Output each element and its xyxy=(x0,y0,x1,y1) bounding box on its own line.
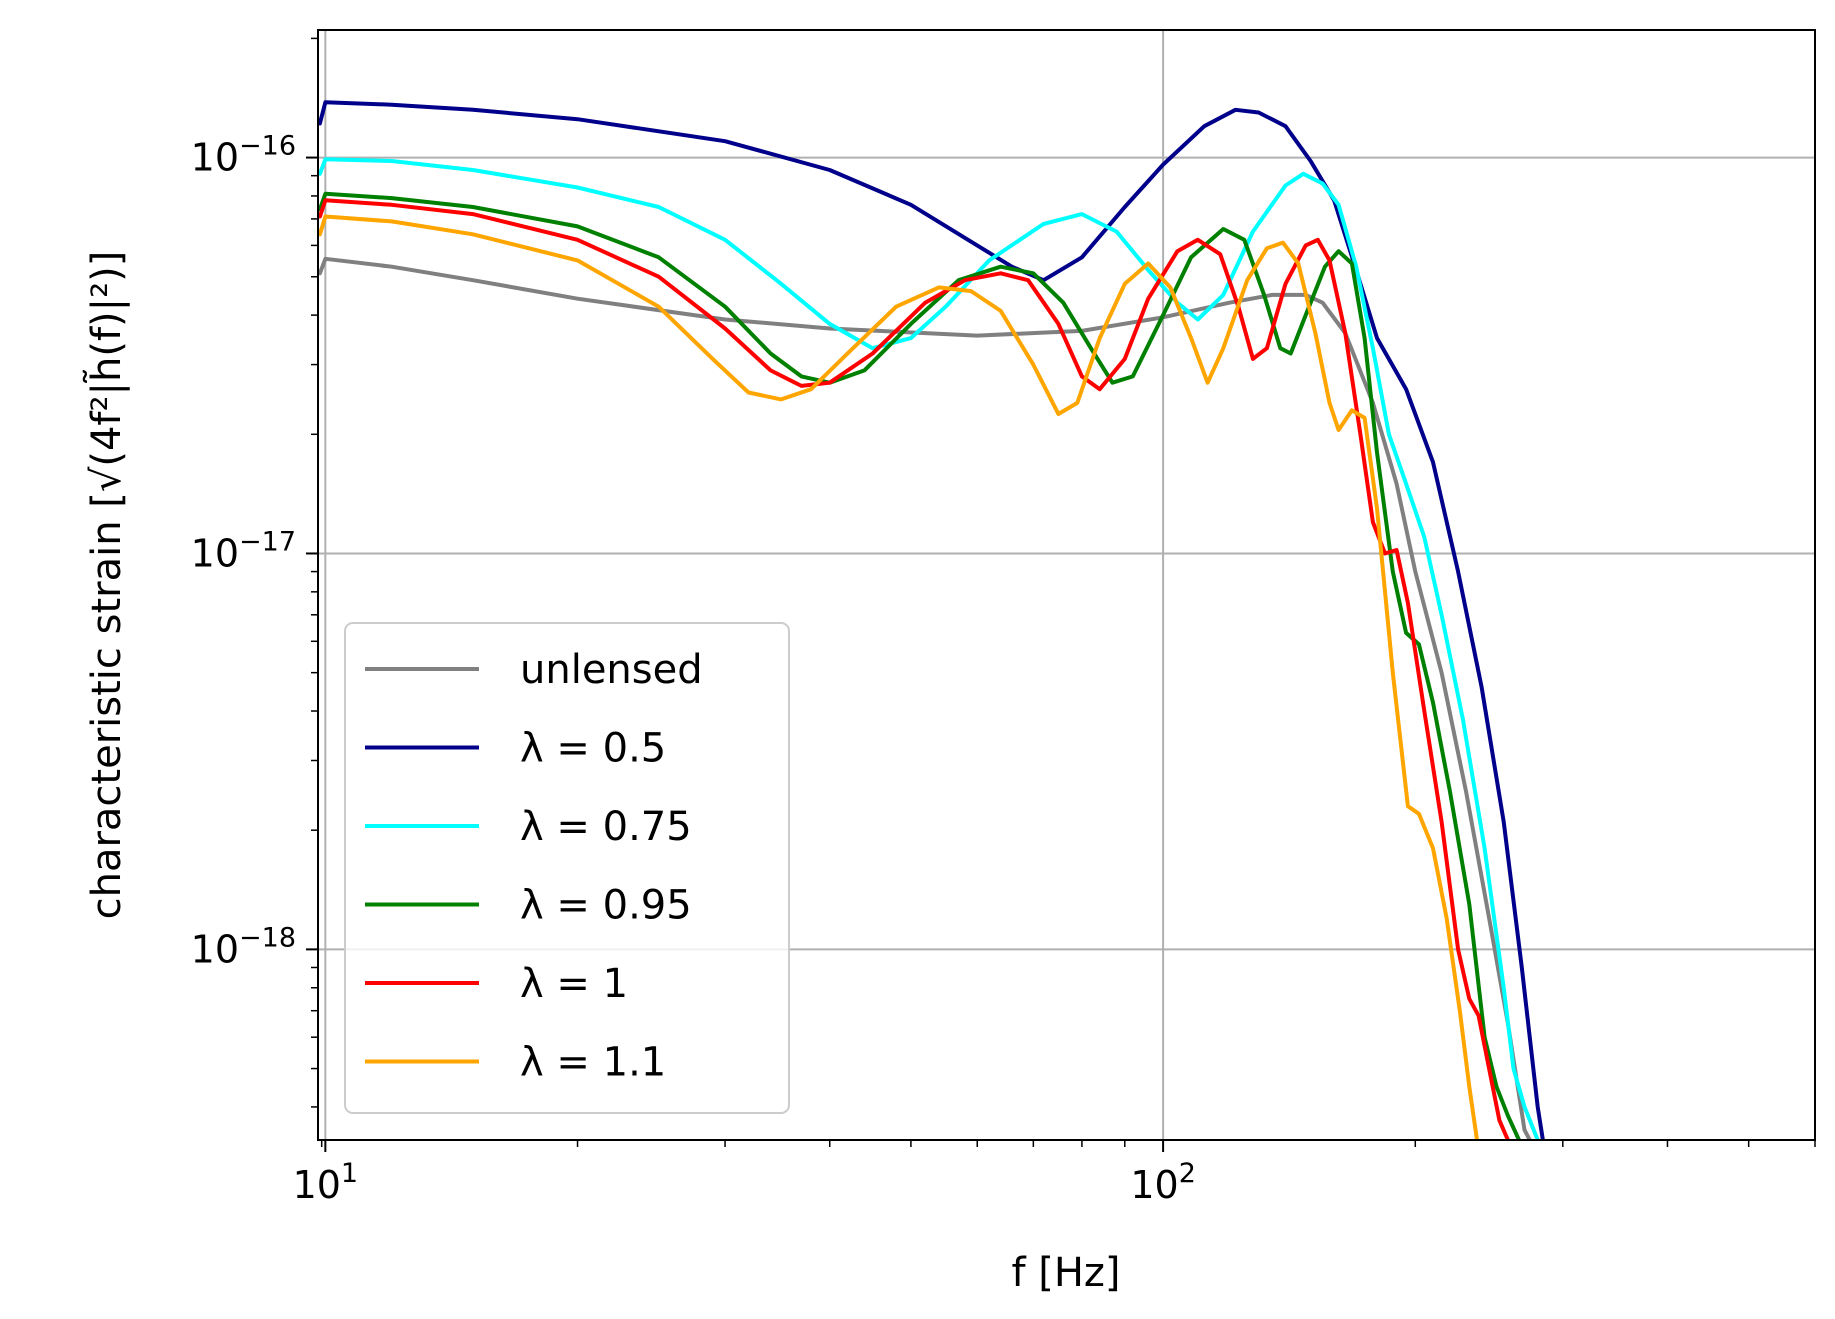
x-axis-label: f [Hz] xyxy=(1011,1250,1120,1296)
y-tick-label: 10−16 xyxy=(191,131,296,180)
legend-label: λ = 1.1 xyxy=(520,1040,666,1086)
legend-items: unlensed λ = 0.5 λ = 0.75 λ = 0.95 λ = 1 λ = … xyxy=(365,647,703,1086)
series-line xyxy=(318,191,1521,1140)
legend-label: λ = 0.95 xyxy=(520,883,692,929)
legend: unlensed λ = 0.5 λ = 0.75 λ = 0.95 λ = 1 λ = … xyxy=(344,622,790,1114)
y-tick-label: 10−17 xyxy=(191,526,296,575)
legend-label: λ = 0.75 xyxy=(520,804,692,850)
tick-labels: 101 102 10−16 10−17 10−18 xyxy=(191,131,1196,1207)
series-line xyxy=(318,198,1510,1140)
legend-label: unlensed xyxy=(520,647,703,693)
y-axis-label: characteristic strain [√(4f²|h̃(f)|²)] xyxy=(82,251,130,920)
legend-label: λ = 1 xyxy=(520,961,628,1007)
plot-frame xyxy=(317,29,1816,1141)
series-line xyxy=(318,214,1479,1140)
series-group xyxy=(318,100,1545,1140)
series-line xyxy=(318,100,1545,1140)
legend-label: λ = 0.5 xyxy=(520,726,666,772)
x-tick-label: 101 xyxy=(293,1158,359,1207)
series-line xyxy=(318,157,1540,1140)
ticks xyxy=(306,37,1816,1152)
y-tick-label: 10−18 xyxy=(191,922,296,971)
series-line xyxy=(318,256,1532,1140)
x-tick-label: 102 xyxy=(1130,1158,1196,1207)
